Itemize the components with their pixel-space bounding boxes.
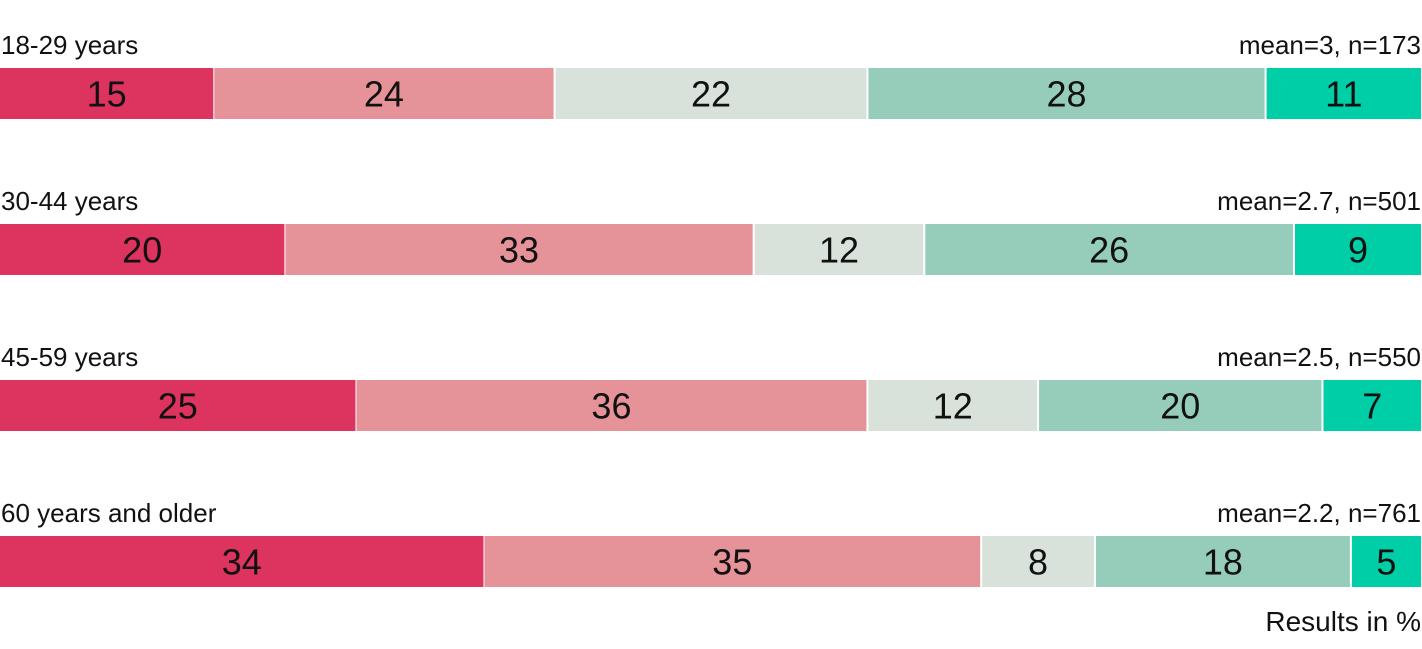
bar-segment — [484, 536, 981, 587]
bar-segment — [1295, 224, 1421, 275]
data-label: 12 — [819, 230, 859, 271]
category-label: 30-44 years — [1, 186, 138, 216]
bar-segment — [1095, 536, 1350, 587]
data-label: 26 — [1089, 230, 1129, 271]
data-label: 28 — [1046, 74, 1086, 115]
bar-segment — [0, 536, 484, 587]
data-label: 36 — [591, 386, 631, 427]
bar-segment — [868, 380, 1038, 431]
mean-n-annotation: mean=2.2, n=761 — [1217, 498, 1421, 528]
bar-segment — [925, 224, 1294, 275]
data-label: 12 — [933, 386, 973, 427]
data-label: 15 — [87, 74, 127, 115]
mean-n-annotation: mean=2.5, n=550 — [1217, 342, 1421, 372]
mean-n-annotation: mean=2.7, n=501 — [1217, 186, 1421, 216]
data-label: 25 — [158, 386, 198, 427]
bar-segment — [1039, 380, 1322, 431]
data-label: 8 — [1028, 542, 1048, 583]
data-label: 5 — [1376, 542, 1396, 583]
bar-segment — [754, 224, 924, 275]
bar-segment — [0, 224, 285, 275]
data-label: 11 — [1325, 74, 1362, 115]
bar-segment — [0, 68, 214, 119]
bar-segment — [214, 68, 554, 119]
bar-segment — [1266, 68, 1421, 119]
data-label: 24 — [364, 74, 404, 115]
bar-segment — [356, 380, 867, 431]
data-label: 35 — [712, 542, 752, 583]
data-label: 20 — [122, 230, 162, 271]
data-label: 7 — [1362, 386, 1382, 427]
category-label: 60 years and older — [1, 498, 217, 528]
bar-segment — [982, 536, 1094, 587]
data-label: 18 — [1203, 542, 1243, 583]
category-label: 18-29 years — [1, 30, 138, 60]
data-label: 34 — [222, 542, 262, 583]
bar-segment — [0, 380, 356, 431]
footnote: Results in % — [1265, 606, 1421, 637]
data-label: 20 — [1160, 386, 1200, 427]
bar-segment — [868, 68, 1265, 119]
data-label: 33 — [499, 230, 539, 271]
bar-segment — [555, 68, 867, 119]
bar-segment — [1351, 536, 1421, 587]
mean-n-annotation: mean=3, n=173 — [1239, 30, 1421, 60]
category-label: 45-59 years — [1, 342, 138, 372]
bar-segment — [285, 224, 753, 275]
data-label: 9 — [1348, 230, 1368, 271]
data-label: 22 — [691, 74, 731, 115]
bar-segment — [1323, 380, 1421, 431]
